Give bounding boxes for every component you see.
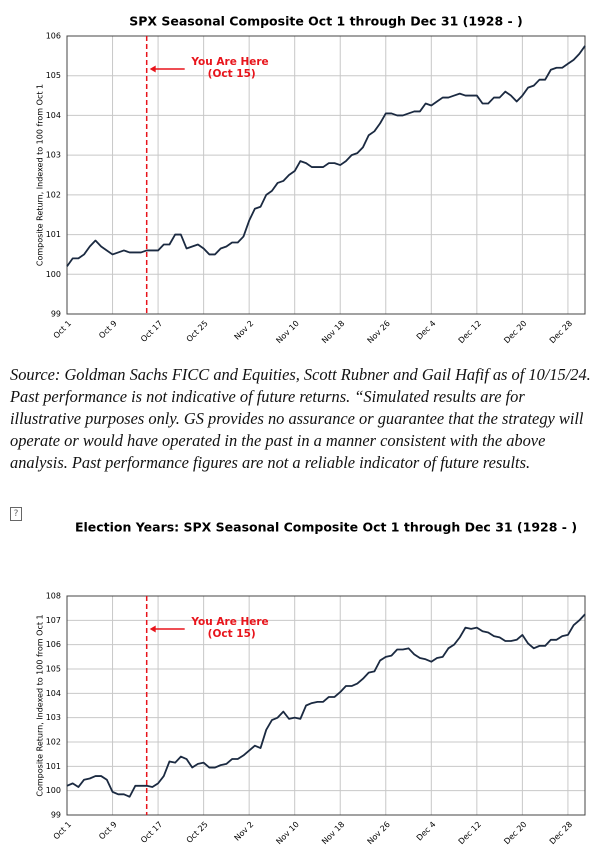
y-tick-label: 107 (46, 616, 61, 625)
y-tick-label: 103 (46, 151, 61, 160)
x-tick-label: Dec 28 (548, 319, 574, 345)
x-tick-label: Nov 10 (274, 319, 300, 345)
plot-frame (66, 595, 586, 816)
y-tick-label: 106 (46, 32, 61, 41)
x-tick-label: Nov 26 (366, 319, 392, 345)
annotation: (Oct 15) (208, 628, 256, 640)
x-tick-label: Dec 28 (548, 820, 574, 846)
y-tick-label: 104 (46, 111, 61, 120)
x-tick-label: Nov 18 (320, 319, 346, 345)
x-tick-label: Dec 4 (415, 820, 438, 843)
arrow-head (149, 625, 156, 633)
x-tick-label: Oct 17 (139, 820, 164, 845)
y-tick-label: 105 (46, 665, 61, 674)
x-tick-label: Nov 2 (233, 319, 256, 342)
y-tick-label: 102 (46, 738, 61, 747)
x-tick-label: Oct 9 (97, 820, 119, 842)
series-line (66, 45, 586, 267)
x-tick-label: Dec 4 (415, 319, 438, 342)
x-tick-label: Dec 20 (502, 319, 528, 345)
y-tick-label: 102 (46, 190, 61, 199)
plot-frame (66, 35, 586, 315)
x-tick-label: Nov 18 (320, 820, 346, 846)
x-tick-label: Oct 1 (52, 319, 74, 341)
annotation: (Oct 15) (208, 68, 256, 80)
x-tick-label: Oct 25 (185, 820, 210, 845)
x-tick-label: Oct 1 (52, 820, 74, 842)
annotation: You Are Here (190, 56, 268, 68)
y-tick-label: 104 (46, 689, 61, 698)
y-tick-label: 100 (46, 786, 61, 795)
x-tick-label: Nov 10 (274, 820, 300, 846)
chart-title: Election Years: SPX Seasonal Composite O… (75, 520, 577, 535)
y-tick-label: 101 (46, 230, 61, 239)
x-tick-label: Dec 20 (502, 820, 528, 846)
arrow-head (149, 65, 156, 73)
y-tick-label: 103 (46, 713, 61, 722)
chart-title: SPX Seasonal Composite Oct 1 through Dec… (129, 14, 523, 29)
y-axis-label: Composite Return, Indexed to 100 from Oc… (36, 614, 45, 796)
x-tick-label: Nov 26 (366, 820, 392, 846)
y-tick-label: 105 (46, 71, 61, 80)
y-tick-label: 99 (51, 310, 61, 319)
x-tick-label: Oct 25 (185, 319, 210, 344)
broken-image-icon: ? (10, 507, 22, 521)
y-tick-label: 108 (46, 592, 61, 601)
y-tick-label: 100 (46, 270, 61, 279)
y-tick-label: 106 (46, 640, 61, 649)
y-tick-label: 101 (46, 762, 61, 771)
y-tick-label: 99 (51, 811, 61, 820)
x-tick-label: Nov 2 (233, 820, 256, 843)
x-tick-label: Dec 12 (457, 319, 483, 345)
source-note: Source: Goldman Sachs FICC and Equities,… (10, 365, 591, 472)
x-tick-label: Dec 12 (457, 820, 483, 846)
x-tick-label: Oct 9 (97, 319, 119, 341)
y-axis-label: Composite Return, Indexed to 100 from Oc… (36, 84, 45, 266)
annotation: You Are Here (190, 616, 268, 628)
x-tick-label: Oct 17 (139, 319, 164, 344)
series-line (66, 613, 586, 798)
